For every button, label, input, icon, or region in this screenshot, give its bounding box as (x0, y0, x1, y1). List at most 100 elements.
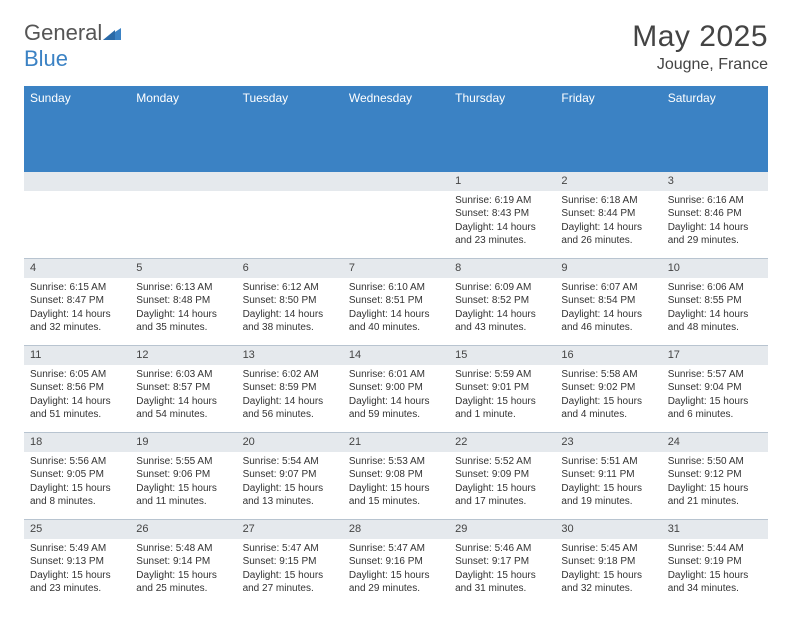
sunrise-line: Sunrise: 5:54 AM (243, 455, 337, 469)
calendar-day: 11Sunrise: 6:05 AMSunset: 8:56 PMDayligh… (24, 346, 130, 432)
sunrise-line: Sunrise: 5:52 AM (455, 455, 549, 469)
daylight-line: Daylight: 15 hours and 17 minutes. (455, 482, 549, 509)
calendar-page: GeneralBlue May 2025 Jougne, France Sund… (0, 0, 792, 626)
calendar-day (343, 172, 449, 258)
logo-word-1: General (24, 20, 102, 45)
day-number: 26 (130, 520, 236, 539)
day-content: Sunrise: 5:54 AMSunset: 9:07 PMDaylight:… (237, 452, 343, 515)
sunset-line: Sunset: 9:02 PM (561, 381, 655, 395)
day-number: 4 (24, 259, 130, 278)
header: GeneralBlue May 2025 Jougne, France (24, 20, 768, 74)
sunrise-line: Sunrise: 5:55 AM (136, 455, 230, 469)
day-number: 28 (343, 520, 449, 539)
sunrise-line: Sunrise: 6:18 AM (561, 194, 655, 208)
sunset-line: Sunset: 8:43 PM (455, 207, 549, 221)
day-content: Sunrise: 5:58 AMSunset: 9:02 PMDaylight:… (555, 365, 661, 428)
calendar-day: 25Sunrise: 5:49 AMSunset: 9:13 PMDayligh… (24, 520, 130, 606)
daylight-line: Daylight: 15 hours and 34 minutes. (668, 569, 762, 596)
sunrise-line: Sunrise: 5:48 AM (136, 542, 230, 556)
day-number: 27 (237, 520, 343, 539)
day-number: 30 (555, 520, 661, 539)
day-number: 8 (449, 259, 555, 278)
day-content: Sunrise: 6:09 AMSunset: 8:52 PMDaylight:… (449, 278, 555, 341)
calendar-day: 18Sunrise: 5:56 AMSunset: 9:05 PMDayligh… (24, 433, 130, 519)
day-number: 12 (130, 346, 236, 365)
day-content: Sunrise: 5:46 AMSunset: 9:17 PMDaylight:… (449, 539, 555, 602)
sunset-line: Sunset: 8:54 PM (561, 294, 655, 308)
daylight-line: Daylight: 14 hours and 23 minutes. (455, 221, 549, 248)
calendar-day: 12Sunrise: 6:03 AMSunset: 8:57 PMDayligh… (130, 346, 236, 432)
sunset-line: Sunset: 9:07 PM (243, 468, 337, 482)
day-number: 5 (130, 259, 236, 278)
sunset-line: Sunset: 9:11 PM (561, 468, 655, 482)
sunset-line: Sunset: 8:52 PM (455, 294, 549, 308)
calendar-day: 3Sunrise: 6:16 AMSunset: 8:46 PMDaylight… (662, 172, 768, 258)
sunset-line: Sunset: 8:44 PM (561, 207, 655, 221)
day-number: 11 (24, 346, 130, 365)
calendar-day: 17Sunrise: 5:57 AMSunset: 9:04 PMDayligh… (662, 346, 768, 432)
sunset-line: Sunset: 8:48 PM (136, 294, 230, 308)
day-content: Sunrise: 6:13 AMSunset: 8:48 PMDaylight:… (130, 278, 236, 341)
day-content (343, 191, 449, 251)
sunrise-line: Sunrise: 6:15 AM (30, 281, 124, 295)
daylight-line: Daylight: 15 hours and 32 minutes. (561, 569, 655, 596)
calendar-day: 7Sunrise: 6:10 AMSunset: 8:51 PMDaylight… (343, 259, 449, 345)
sunrise-line: Sunrise: 6:13 AM (136, 281, 230, 295)
logo-word-2: Blue (24, 46, 68, 71)
day-number: 25 (24, 520, 130, 539)
title-block: May 2025 Jougne, France (632, 20, 768, 74)
sunrise-line: Sunrise: 5:47 AM (243, 542, 337, 556)
sunrise-line: Sunrise: 5:49 AM (30, 542, 124, 556)
calendar-day: 8Sunrise: 6:09 AMSunset: 8:52 PMDaylight… (449, 259, 555, 345)
daylight-line: Daylight: 15 hours and 23 minutes. (30, 569, 124, 596)
day-number: 1 (449, 172, 555, 191)
calendar-day (130, 172, 236, 258)
daylight-line: Daylight: 15 hours and 4 minutes. (561, 395, 655, 422)
daylight-line: Daylight: 15 hours and 15 minutes. (349, 482, 443, 509)
daylight-line: Daylight: 14 hours and 32 minutes. (30, 308, 124, 335)
sunrise-line: Sunrise: 5:51 AM (561, 455, 655, 469)
day-content (24, 191, 130, 251)
sunset-line: Sunset: 9:06 PM (136, 468, 230, 482)
daylight-line: Daylight: 14 hours and 29 minutes. (668, 221, 762, 248)
calendar-day: 30Sunrise: 5:45 AMSunset: 9:18 PMDayligh… (555, 520, 661, 606)
sunrise-line: Sunrise: 5:50 AM (668, 455, 762, 469)
daylight-line: Daylight: 14 hours and 56 minutes. (243, 395, 337, 422)
day-content: Sunrise: 6:02 AMSunset: 8:59 PMDaylight:… (237, 365, 343, 428)
sunset-line: Sunset: 8:51 PM (349, 294, 443, 308)
day-content: Sunrise: 6:19 AMSunset: 8:43 PMDaylight:… (449, 191, 555, 254)
calendar-week: 11Sunrise: 6:05 AMSunset: 8:56 PMDayligh… (24, 346, 768, 433)
calendar-day: 29Sunrise: 5:46 AMSunset: 9:17 PMDayligh… (449, 520, 555, 606)
sunset-line: Sunset: 9:12 PM (668, 468, 762, 482)
day-number: 3 (662, 172, 768, 191)
sunset-line: Sunset: 9:01 PM (455, 381, 549, 395)
calendar-week: 1Sunrise: 6:19 AMSunset: 8:43 PMDaylight… (24, 172, 768, 259)
day-content: Sunrise: 5:51 AMSunset: 9:11 PMDaylight:… (555, 452, 661, 515)
daylight-line: Daylight: 15 hours and 13 minutes. (243, 482, 337, 509)
daylight-line: Daylight: 15 hours and 1 minute. (455, 395, 549, 422)
sunset-line: Sunset: 9:05 PM (30, 468, 124, 482)
day-content: Sunrise: 5:47 AMSunset: 9:15 PMDaylight:… (237, 539, 343, 602)
calendar-day: 14Sunrise: 6:01 AMSunset: 9:00 PMDayligh… (343, 346, 449, 432)
day-number: 23 (555, 433, 661, 452)
sunset-line: Sunset: 9:15 PM (243, 555, 337, 569)
sunrise-line: Sunrise: 5:53 AM (349, 455, 443, 469)
day-number: 29 (449, 520, 555, 539)
calendar-day (24, 172, 130, 258)
sunrise-line: Sunrise: 6:06 AM (668, 281, 762, 295)
day-content: Sunrise: 6:07 AMSunset: 8:54 PMDaylight:… (555, 278, 661, 341)
calendar-day: 21Sunrise: 5:53 AMSunset: 9:08 PMDayligh… (343, 433, 449, 519)
day-content: Sunrise: 5:55 AMSunset: 9:06 PMDaylight:… (130, 452, 236, 515)
sunrise-line: Sunrise: 6:16 AM (668, 194, 762, 208)
day-content: Sunrise: 5:50 AMSunset: 9:12 PMDaylight:… (662, 452, 768, 515)
sunrise-line: Sunrise: 5:47 AM (349, 542, 443, 556)
sunrise-line: Sunrise: 5:58 AM (561, 368, 655, 382)
day-number (237, 172, 343, 191)
day-number: 22 (449, 433, 555, 452)
day-number: 31 (662, 520, 768, 539)
sunrise-line: Sunrise: 5:59 AM (455, 368, 549, 382)
calendar-day: 27Sunrise: 5:47 AMSunset: 9:15 PMDayligh… (237, 520, 343, 606)
calendar-day: 6Sunrise: 6:12 AMSunset: 8:50 PMDaylight… (237, 259, 343, 345)
day-content: Sunrise: 6:16 AMSunset: 8:46 PMDaylight:… (662, 191, 768, 254)
sunset-line: Sunset: 8:57 PM (136, 381, 230, 395)
